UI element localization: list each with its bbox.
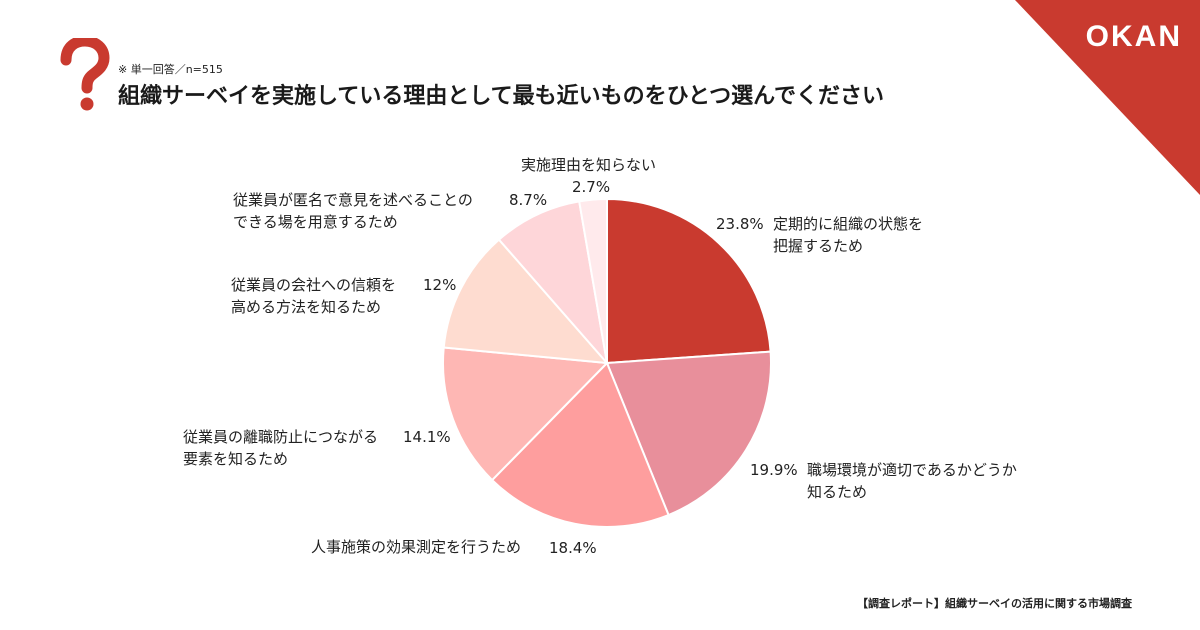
pie-slice-2 [605, 350, 772, 517]
slice-value: 18.4% [549, 539, 597, 557]
slice-label: 人事施策の効果測定を行うため [311, 538, 522, 556]
slice-label: 実施理由を知らない [521, 156, 657, 174]
brand-logo: OKAN [1085, 20, 1182, 53]
slice-value: 2.7% [572, 178, 611, 196]
slice-value: 12% [423, 276, 457, 294]
slice-value: 14.1% [403, 428, 451, 446]
pie-slice-1 [606, 197, 772, 365]
pie-slice-3 [490, 361, 670, 528]
slice-value: 8.7% [509, 191, 548, 209]
slice-value: 23.8% [716, 215, 764, 233]
slice-label: 職場環境が適切であるかどうか 知るため [807, 461, 1017, 501]
survey-note: ※ 単一回答／n=515 [118, 63, 223, 76]
footer-source: 【調査レポート】組織サーベイの活用に関する市場調査 [857, 597, 1132, 610]
pie-slice-5 [442, 238, 610, 365]
question-mark-icon [60, 38, 110, 111]
slice-label: 従業員の会社への信頼を 高める方法を知るため [231, 276, 397, 316]
chart-title: 組織サーベイを実施している理由として最も近いものをひとつ選んでください [118, 84, 885, 109]
pie-slice-6 [497, 200, 609, 367]
slice-label: 定期的に組織の状態を 把握するため [773, 215, 924, 255]
slice-label: 従業員の離職防止につながる 要素を知るため [183, 428, 379, 468]
pie-slice-4 [442, 346, 610, 482]
slice-label: 従業員が匿名で意見を述べることの できる場を用意するため [233, 191, 473, 231]
pie-slice-7 [578, 197, 608, 364]
slice-value: 19.9% [750, 461, 798, 479]
